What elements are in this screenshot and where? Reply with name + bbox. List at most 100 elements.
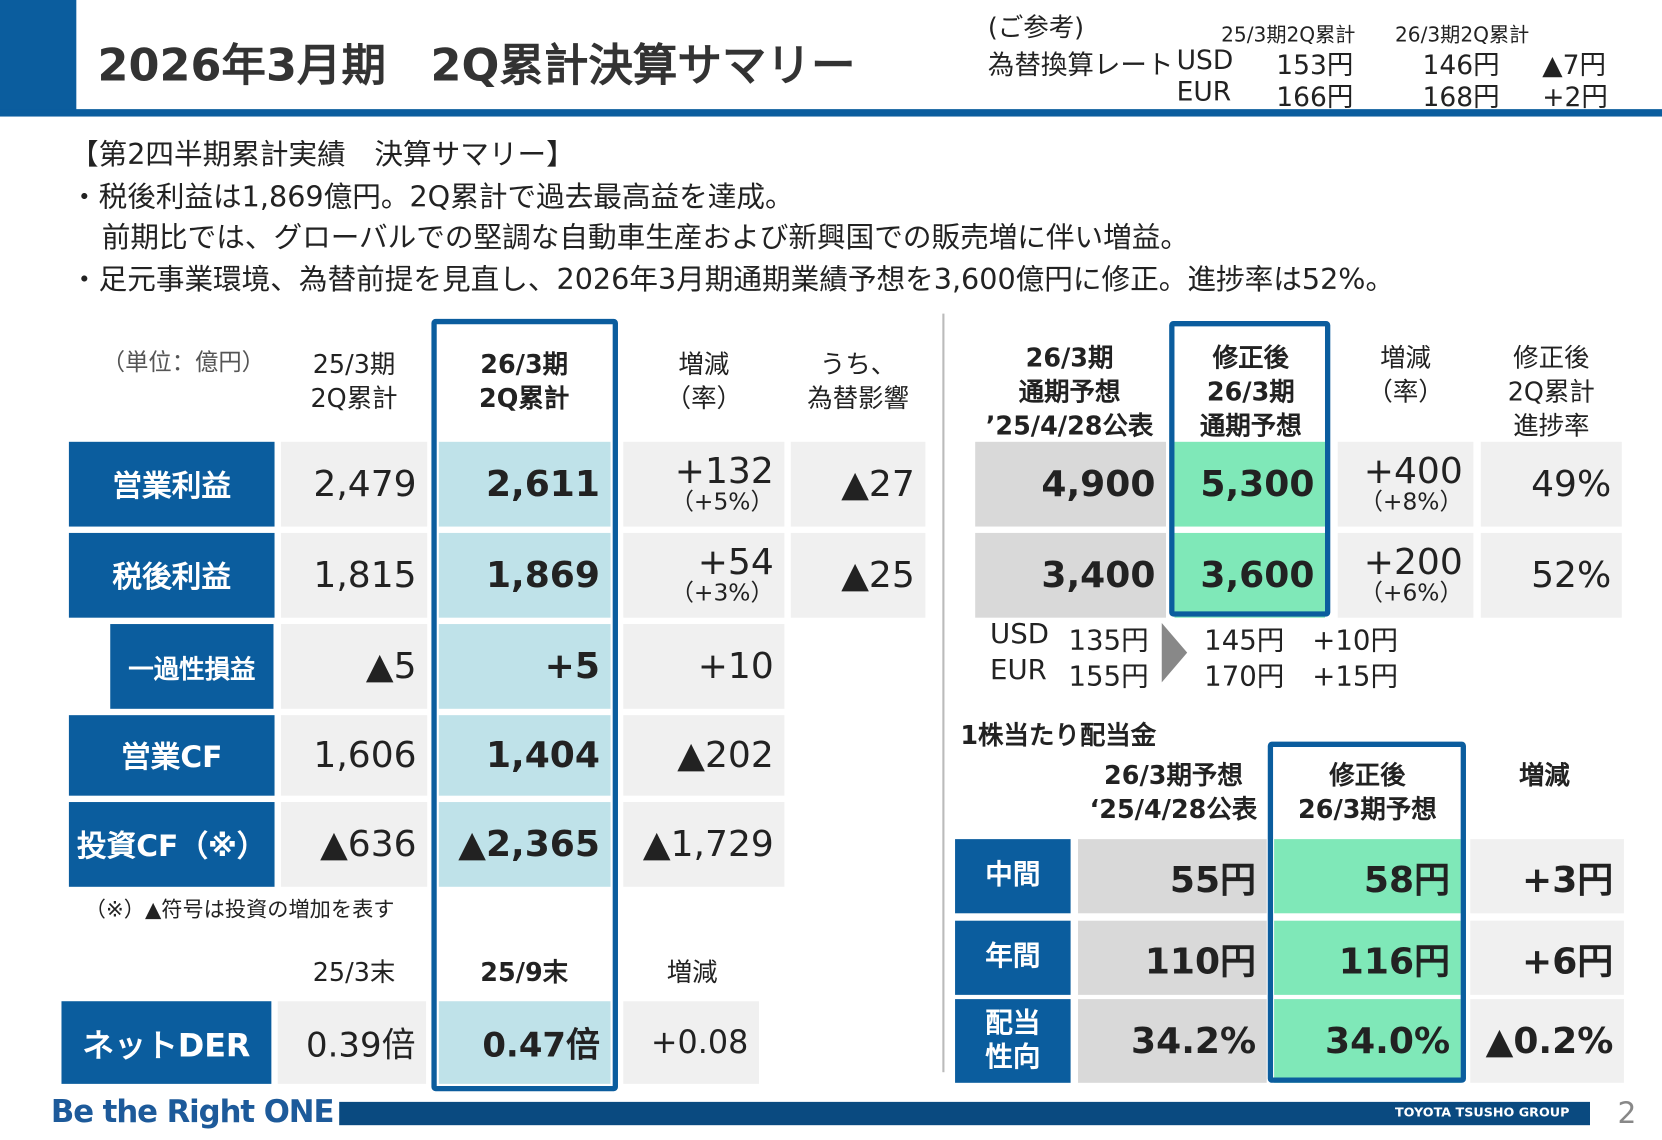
change-cell: +54 （+3%） <box>623 532 785 618</box>
dividend-change: +6円 <box>1470 920 1624 995</box>
fx-current: 168円 <box>1422 81 1500 113</box>
fx-prev: 153円 <box>1276 49 1354 81</box>
column-header: 修正後 26/3期 通期予想 <box>1199 343 1302 441</box>
fx-diff: +2円 <box>1542 81 1608 113</box>
group-logo: TOYOTA TSUSHO GROUP <box>1394 1105 1570 1120</box>
fx-currency: EUR <box>1176 76 1232 108</box>
fx-col-header: 25/3期2Q累計 <box>1221 23 1356 47</box>
fx-current: 146円 <box>1422 49 1500 81</box>
fx-currency: USD <box>1176 44 1234 76</box>
fx-rate-label: 為替換算レート <box>987 49 1174 81</box>
current-value: 1,869 <box>438 532 611 618</box>
change-cell: +0.08 <box>623 1001 759 1084</box>
fx-new: 170円 <box>1204 661 1285 693</box>
der-header: 25/3末 <box>312 957 396 988</box>
fx-currency: USD <box>990 618 1049 651</box>
page-number: 2 <box>1617 1095 1637 1131</box>
current-value: 0.47倍 <box>438 1001 611 1084</box>
change-cell: ▲1,729 <box>623 802 785 887</box>
forecast-revised: 3,600 <box>1174 532 1325 618</box>
fx-diff: +15円 <box>1312 661 1399 693</box>
column-header: 増減 （率） <box>1367 343 1444 407</box>
change-value: +54 <box>697 540 774 584</box>
row-label: 営業利益 <box>68 441 275 527</box>
prev-value: ▲636 <box>280 802 428 887</box>
fx-prev: 135円 <box>1068 625 1149 657</box>
prev-value: ▲5 <box>280 624 428 709</box>
dividend-prev: 34.2% <box>1078 999 1267 1083</box>
fx-prev: 155円 <box>1068 661 1149 693</box>
dividend-change: +3円 <box>1470 839 1624 914</box>
progress-rate: 49% <box>1480 441 1622 527</box>
footer-bar <box>339 1101 1590 1126</box>
progress-rate: 52% <box>1480 532 1622 618</box>
change-rate: （+5%） <box>670 489 774 517</box>
row-label: 年間 <box>955 920 1071 995</box>
dividend-title: 1株当たり配当金 <box>960 720 1157 751</box>
dividend-revised: 34.0% <box>1274 999 1461 1083</box>
column-header: 修正後 2Q累計 進捗率 <box>1507 343 1595 441</box>
row-label: 中間 <box>955 839 1071 914</box>
row-label: ネットDER <box>61 1001 272 1084</box>
dividend-prev: 55円 <box>1078 839 1267 914</box>
fx-new: 145円 <box>1204 625 1285 657</box>
fx-col-header: 26/3期2Q累計 <box>1394 23 1530 47</box>
header-accent-bar <box>0 0 77 115</box>
summary-line: ・税後利益は1,869億円。2Q累計で過去最高益を達成。 <box>69 181 794 215</box>
current-value: 2,611 <box>438 441 611 527</box>
column-header: 修正後 26/3期予想 <box>1298 760 1437 825</box>
change-cell: +200 （+6%） <box>1337 532 1474 618</box>
row-label: 営業CF <box>68 715 275 796</box>
change-value: +400 <box>1363 449 1463 493</box>
unit-label: （単位：億円） <box>101 349 266 377</box>
der-header: 増減 <box>666 957 718 988</box>
forecast-prev: 3,400 <box>975 532 1166 618</box>
dividend-prev: 110円 <box>1078 920 1267 995</box>
change-value: +200 <box>1363 540 1463 584</box>
row-label: 一過性損益 <box>110 624 274 709</box>
row-label: 税後利益 <box>68 532 275 618</box>
column-header: 増減 （率） <box>665 349 742 414</box>
fx-currency: EUR <box>990 654 1047 687</box>
fx-diff: +10円 <box>1312 625 1399 657</box>
der-header: 25/9末 <box>480 957 569 988</box>
summary-heading: 【第2四半期累計実績 決算サマリー】 <box>69 138 575 172</box>
dividend-revised: 58円 <box>1274 839 1461 914</box>
footer-slogan: Be the Right ONE <box>50 1093 335 1130</box>
column-header: 26/3期予想 ‘25/4/28公表 <box>1089 760 1258 825</box>
change-rate: （+3%） <box>670 580 774 608</box>
current-value: ▲2,365 <box>438 802 611 887</box>
header-rule <box>0 109 1662 117</box>
summary-line: 前期比では、グローバルでの堅調な自動車生産および新興国での販売増に伴い増益。 <box>101 221 1190 255</box>
change-cell: ▲202 <box>623 715 785 796</box>
footnote: （※）▲符号は投資の増加を表す <box>84 896 395 922</box>
change-rate: （+6%） <box>1359 580 1463 608</box>
dividend-revised: 116円 <box>1274 920 1461 995</box>
column-divider <box>942 313 945 1073</box>
row-label: 投資CF（※） <box>68 802 275 887</box>
dividend-change: ▲0.2% <box>1470 999 1624 1083</box>
page-title: 2026年3月期 2Q累計決算サマリー <box>97 39 856 92</box>
fx-ref-label: (ご参考) <box>987 12 1085 43</box>
prev-value: 2,479 <box>280 441 428 527</box>
forecast-revised: 5,300 <box>1174 441 1325 527</box>
current-value: +5 <box>438 624 611 709</box>
change-cell: +10 <box>623 624 785 709</box>
column-header: うち、 為替影響 <box>807 349 909 414</box>
current-value: 1,404 <box>438 715 611 796</box>
change-cell: +400 （+8%） <box>1337 441 1474 527</box>
fx-impact: ▲25 <box>790 532 926 618</box>
row-label: 配当 性向 <box>955 999 1071 1083</box>
fx-impact: ▲27 <box>790 441 926 527</box>
column-header: 26/3期 2Q累計 <box>479 349 570 414</box>
prev-value: 1,815 <box>280 532 428 618</box>
change-cell: +132 （+5%） <box>623 441 785 527</box>
prev-value: 0.39倍 <box>277 1001 427 1084</box>
summary-line: ・足元事業環境、為替前提を見直し、2026年3月期通期業績予想を3,600億円に… <box>69 263 1395 297</box>
fx-prev: 166円 <box>1276 81 1354 113</box>
change-value: +132 <box>674 449 774 493</box>
column-header: 増減 <box>1518 760 1570 791</box>
fx-diff: ▲7円 <box>1542 49 1607 81</box>
arrow-icon <box>1161 622 1188 683</box>
